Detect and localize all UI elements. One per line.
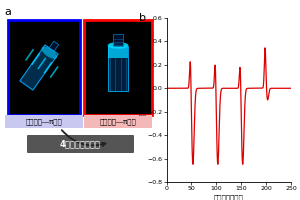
Y-axis label: 出力電圧（V）: 出力電圧（V）	[139, 85, 146, 115]
Ellipse shape	[42, 47, 57, 59]
Bar	[84, 20, 152, 115]
FancyBboxPatch shape	[5, 115, 83, 128]
Text: b: b	[139, 13, 146, 23]
Ellipse shape	[108, 43, 128, 48]
Polygon shape	[20, 45, 58, 90]
Polygon shape	[49, 41, 59, 51]
Text: a: a	[4, 7, 11, 17]
Bar	[8, 20, 80, 115]
FancyBboxPatch shape	[27, 135, 134, 153]
Text: アルキル―πゲル: アルキル―πゲル	[100, 118, 136, 125]
Text: 4千万倍の弾性率: 4千万倍の弾性率	[60, 140, 100, 148]
FancyBboxPatch shape	[84, 115, 152, 128]
X-axis label: 時間（ミリ秒）: 時間（ミリ秒）	[214, 194, 244, 200]
Bar	[108, 46, 128, 90]
Text: アルキル―π液体: アルキル―π液体	[26, 118, 62, 125]
Bar	[113, 33, 123, 46]
Bar	[108, 46, 128, 58]
